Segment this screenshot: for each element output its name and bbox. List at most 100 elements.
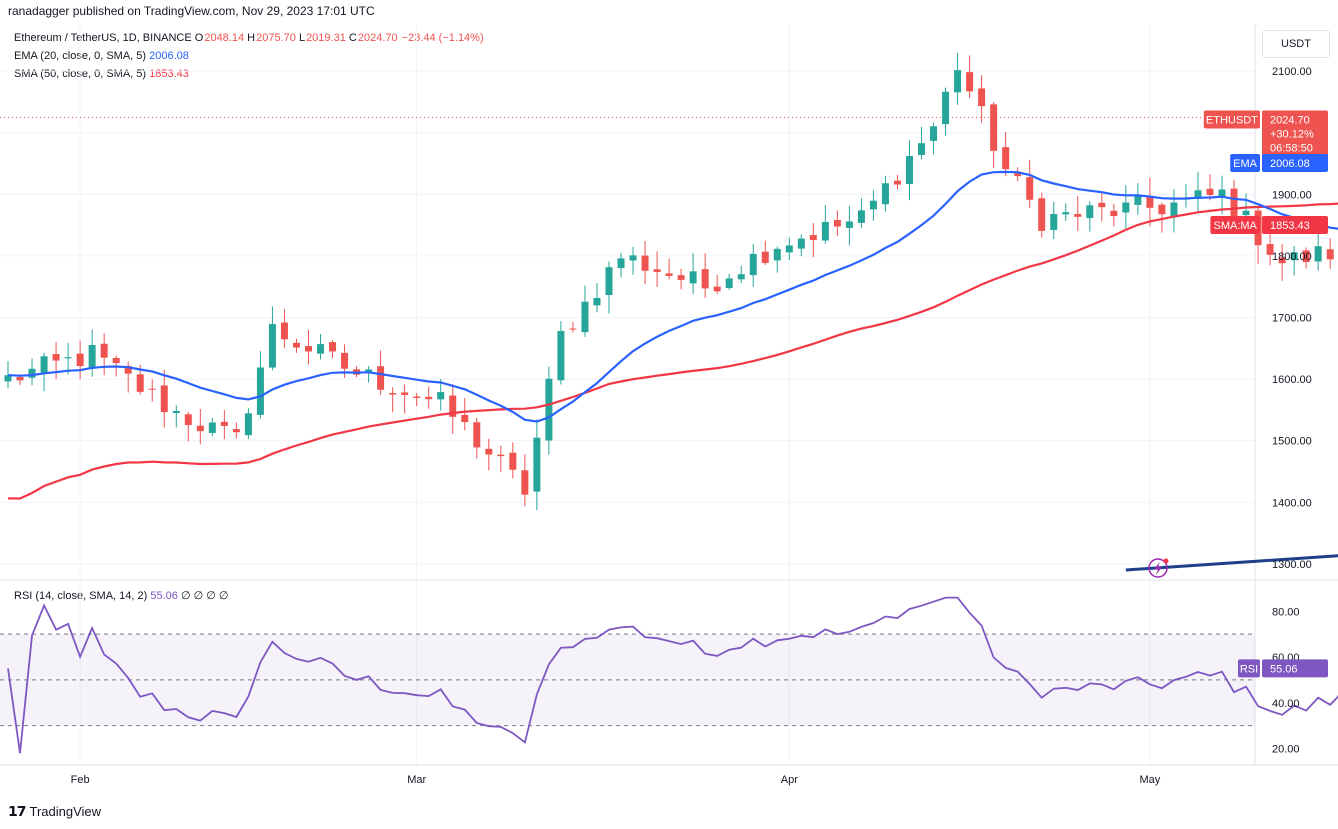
candle-body [653, 269, 661, 272]
price-chart[interactable]: 2100.002000.001900.001800.001700.001600.… [0, 0, 1338, 800]
candle-body [1146, 196, 1154, 208]
candle-body [172, 410, 180, 414]
candle-body [593, 297, 601, 306]
candle-body [1134, 196, 1142, 205]
candle-body [1062, 212, 1070, 215]
candle-body [473, 422, 481, 448]
candle-body [1326, 249, 1334, 260]
candle [1182, 184, 1190, 208]
candle [317, 333, 325, 360]
candle [1026, 159, 1034, 208]
candle-body [749, 253, 757, 276]
candle-body [413, 396, 421, 398]
candle-body [641, 255, 649, 271]
candle-body [1074, 213, 1082, 217]
candle-body [701, 269, 709, 289]
candle [809, 223, 817, 258]
candle-body [1302, 250, 1310, 263]
candle-body [1038, 198, 1046, 231]
candle [184, 411, 192, 442]
candle [76, 340, 84, 380]
candle [737, 265, 745, 284]
ethusdt-tag-extra: +30.12% [1270, 128, 1314, 140]
ethusdt-tag: ETHUSDT 2024.70 +30.12% 06:58:50 [1203, 110, 1328, 157]
candle [1146, 177, 1154, 227]
ema-tag-value-bg [1262, 153, 1328, 172]
candle-body [1122, 202, 1130, 213]
rsi-line [7, 596, 1338, 754]
sma-tag: SMA:MA 1853.43 [1210, 215, 1328, 234]
candle [677, 268, 685, 290]
candle-body [605, 267, 613, 296]
rsi-tag-label: RSI [1240, 663, 1258, 675]
candle [413, 393, 421, 406]
candle-body [713, 286, 721, 292]
tradingview-logo-icon: 𝟭𝟳 [8, 803, 27, 819]
price-tick-label: 1500.00 [1272, 436, 1312, 448]
candle-body [317, 344, 325, 354]
candle-body [292, 342, 300, 348]
change-value: −23.44 (−1.14%) [401, 32, 484, 44]
candle [437, 379, 445, 411]
candle-body [966, 72, 974, 92]
candle [1014, 167, 1022, 182]
currency-button[interactable]: USDT [1262, 30, 1330, 58]
candle [473, 417, 481, 459]
candle [1218, 175, 1226, 215]
candle [280, 309, 288, 349]
candle-body [509, 452, 517, 470]
candle [785, 237, 793, 261]
candle-body [16, 377, 24, 381]
candle [701, 253, 709, 299]
candle [208, 418, 216, 437]
candle-body [1158, 204, 1166, 215]
candle-body [449, 395, 457, 417]
candle-body [437, 392, 445, 400]
candle-body [881, 183, 889, 205]
candle [665, 258, 673, 280]
candle-body [160, 385, 168, 413]
candle-body [305, 346, 312, 352]
ema20-line [7, 170, 1338, 423]
candle-body [545, 378, 553, 441]
candle [533, 419, 541, 511]
candle-body [100, 343, 108, 358]
candle [521, 454, 529, 507]
candle [1194, 171, 1202, 212]
rsi-tag-value-bg [1262, 659, 1328, 678]
candle [1170, 189, 1178, 233]
candle [1038, 192, 1046, 238]
candle [1074, 195, 1082, 232]
time-tick-label: Mar [407, 774, 426, 786]
candle [40, 352, 48, 392]
time-axis: FebMarAprMayJunJulAugSepOctNovDec [71, 774, 1161, 786]
candle-body [689, 271, 697, 284]
alert-icon-ring [1148, 558, 1168, 578]
candle-body [629, 255, 637, 261]
candle [1098, 192, 1106, 222]
candle-body [869, 200, 877, 210]
candle-body [954, 70, 962, 93]
candle [713, 274, 721, 294]
candle [1086, 201, 1094, 232]
rsi-tag-value: 55.06 [1270, 663, 1298, 675]
candle-body [569, 328, 577, 330]
footer-brand-text: TradingView [29, 804, 102, 819]
candle [930, 122, 938, 155]
candle-body [1230, 188, 1238, 219]
candle-body [389, 393, 397, 395]
candle [689, 252, 697, 295]
ema-tag-label: EMA [1233, 158, 1258, 170]
alert-icon-dot [1163, 558, 1169, 564]
candle-body [124, 365, 132, 374]
candle [569, 321, 577, 333]
candle-body [1206, 188, 1214, 195]
candle [1302, 247, 1310, 269]
candle [893, 174, 901, 190]
candle-body [1002, 147, 1010, 170]
candle-body [52, 354, 60, 361]
candle [4, 361, 12, 389]
candle-body [1314, 246, 1322, 262]
low-value: 2019.31 [306, 32, 346, 44]
candle-body [809, 235, 817, 240]
